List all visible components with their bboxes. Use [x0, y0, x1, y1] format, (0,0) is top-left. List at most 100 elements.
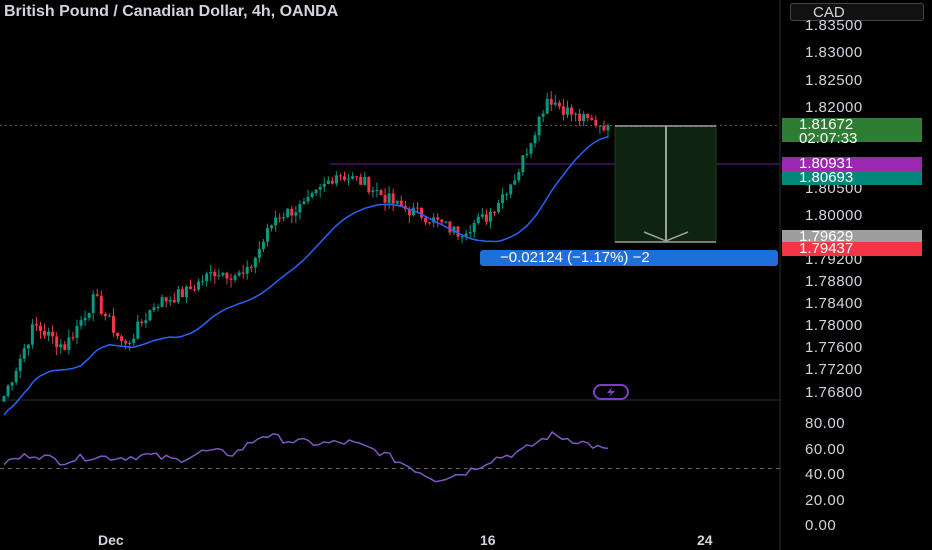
candle-body: [156, 307, 160, 309]
candle-body: [606, 125, 610, 131]
candle-body: [387, 193, 391, 203]
moving-average-tag: 1.80931: [782, 156, 922, 171]
price-axis-label: 1.80000: [805, 207, 863, 224]
candle-body: [302, 201, 306, 205]
candle-body: [460, 236, 464, 238]
candle-body: [553, 102, 557, 105]
candle-body: [371, 190, 375, 193]
candle-body: [395, 200, 399, 204]
candle-body: [128, 342, 132, 344]
candle-body: [326, 180, 330, 184]
price-axis-label: 1.78800: [805, 273, 863, 290]
candle-body: [338, 175, 342, 177]
candle-body: [521, 155, 525, 173]
grid-lines: [0, 0, 781, 550]
candle-body: [541, 113, 545, 117]
candle-body: [168, 300, 172, 302]
candle-body: [407, 209, 411, 216]
rsi-axis-label: 20.00: [805, 492, 846, 509]
candle-body: [59, 344, 63, 348]
candle-body: [598, 125, 602, 127]
candle-body: [172, 300, 176, 303]
last-price-value: 1.81672: [799, 116, 854, 133]
candle-body: [480, 214, 484, 217]
candle-body: [63, 344, 67, 350]
candle-body: [71, 337, 75, 339]
candle-body: [213, 272, 217, 277]
candle-body: [590, 117, 594, 120]
lightning-bolt-icon[interactable]: [593, 384, 629, 400]
candle-body: [120, 336, 124, 342]
candle-body: [492, 211, 496, 213]
candle-body: [160, 297, 164, 308]
price-axis-label: 1.76800: [805, 384, 863, 401]
candle-body: [278, 217, 282, 219]
candle-body: [47, 331, 51, 336]
candle-body: [152, 307, 156, 311]
candle-body: [574, 113, 578, 115]
candle-body: [83, 317, 87, 321]
candle-body: [26, 344, 30, 349]
candle-body: [424, 217, 428, 223]
candle-body: [347, 178, 351, 180]
measure-label[interactable]: −0.02124 (−1.17%) −2: [480, 250, 778, 266]
candle-body: [509, 184, 513, 195]
measure-end-tag: 1.79437: [782, 241, 922, 256]
price-axis-label: 1.83500: [805, 17, 863, 34]
candle-body: [229, 278, 233, 280]
candle-body: [343, 176, 347, 180]
candle-body: [351, 176, 355, 179]
candle-body: [136, 321, 140, 339]
rsi-axis-label: 0.00: [805, 517, 837, 534]
price-axis-label: 1.82000: [805, 99, 863, 116]
measure-arrow-head: [643, 231, 689, 242]
candle-body: [140, 321, 144, 324]
candle-body: [34, 324, 38, 326]
rsi-line: [3, 430, 609, 483]
candle-body: [314, 189, 318, 194]
price-axis-label: 1.83000: [805, 44, 863, 61]
candle-body: [205, 273, 209, 282]
candle-body: [245, 266, 249, 274]
candle-body: [330, 180, 334, 184]
moving-average-line: [3, 135, 609, 416]
candle-body: [67, 337, 71, 350]
candle-body: [505, 194, 509, 196]
candle-body: [582, 114, 586, 122]
candle-body: [379, 190, 383, 196]
candle-body: [513, 180, 517, 185]
candle-body: [265, 228, 269, 242]
candle-body: [103, 314, 107, 317]
candle-body: [91, 294, 95, 313]
candle-body: [217, 275, 221, 277]
chart-title: British Pound / Canadian Dollar, 4h, OAN…: [4, 3, 339, 20]
candle-body: [197, 281, 201, 290]
candle-body: [6, 385, 10, 397]
candle-body: [38, 325, 42, 331]
candle-body: [116, 332, 120, 337]
candle-body: [570, 107, 574, 115]
candle-body: [282, 217, 286, 219]
candle-body: [545, 99, 549, 114]
candle-body: [209, 272, 213, 274]
candle-body: [249, 266, 253, 268]
candle-body: [501, 194, 505, 204]
candle-body: [472, 222, 476, 233]
candle-body: [164, 297, 168, 302]
currency-selector[interactable]: CAD: [790, 3, 924, 21]
candle-body: [87, 312, 91, 318]
candle-body: [14, 370, 18, 383]
candle-body: [22, 348, 26, 359]
candle-body: [428, 222, 432, 224]
candle-body: [274, 217, 278, 226]
candle-body: [561, 106, 565, 115]
candle-body: [578, 113, 582, 122]
candle-body: [51, 331, 55, 337]
candle-body: [144, 320, 148, 324]
candle-body: [99, 295, 103, 315]
candle-body: [95, 294, 99, 296]
candle-body: [334, 175, 338, 184]
candle-body: [184, 286, 188, 298]
candle-body: [310, 193, 314, 197]
